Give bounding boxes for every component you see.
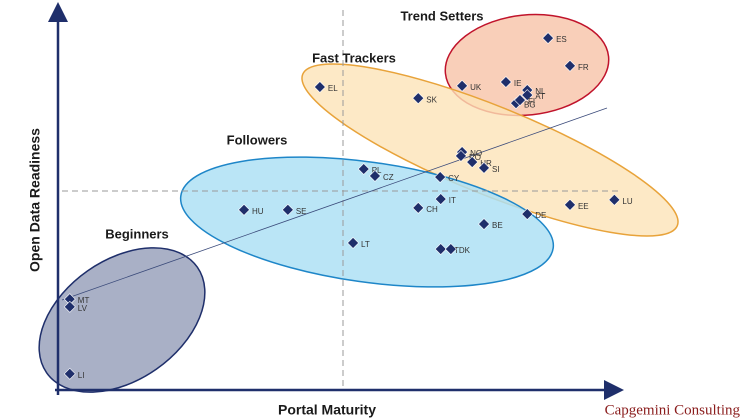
group-label: Trend Setters <box>400 8 483 23</box>
point-label: EL <box>328 84 338 93</box>
data-point <box>63 367 76 380</box>
data-point <box>444 243 457 256</box>
point-label: AT <box>535 92 545 101</box>
data-point <box>478 218 490 230</box>
x-axis-label: Portal Maturity <box>278 402 376 418</box>
group-label: Fast Trackers <box>312 50 396 65</box>
data-point <box>455 149 467 162</box>
data-point <box>238 203 250 216</box>
trend-line <box>61 107 608 301</box>
group-ellipse <box>38 247 206 393</box>
point-label: HU <box>252 207 264 216</box>
point-label: SK <box>426 95 437 104</box>
data-point <box>466 156 479 169</box>
data-point <box>412 92 425 105</box>
point-label: LV <box>78 304 88 313</box>
data-point <box>434 171 447 184</box>
point-label: FR <box>578 63 589 72</box>
data-point <box>521 89 534 102</box>
point-label: LI <box>78 371 85 380</box>
point-label: BG <box>524 100 536 109</box>
data-point <box>456 79 469 92</box>
point-label: CY <box>448 174 460 183</box>
data-point <box>313 81 326 93</box>
data-point <box>434 193 447 205</box>
y-axis-label: Open Data Readiness <box>27 128 43 272</box>
data-point <box>499 76 512 88</box>
point-label: SI <box>492 165 500 174</box>
point-label: CH <box>426 205 438 214</box>
data-point <box>564 198 576 211</box>
point-label: LU <box>622 197 632 206</box>
point-label: MT <box>78 296 90 305</box>
point-label: BE <box>492 221 503 230</box>
point-label: UK <box>470 83 482 92</box>
point-label: NL <box>535 87 546 96</box>
data-point <box>542 32 554 45</box>
source-logo: Capgemini Consulting <box>605 402 741 418</box>
point-label: HR <box>480 159 492 168</box>
point-label: RO <box>469 153 481 162</box>
point-label: CZ <box>383 173 394 182</box>
data-point <box>369 170 381 182</box>
data-point <box>412 201 425 214</box>
group-ellipse <box>179 156 555 288</box>
data-point <box>63 300 76 313</box>
point-label: NO <box>470 149 482 158</box>
data-point <box>521 208 534 220</box>
point-label: SE <box>296 207 307 216</box>
point-label: PL <box>372 166 382 175</box>
data-point <box>608 193 621 206</box>
group-ellipse <box>444 13 610 117</box>
point-label: DK <box>459 246 471 255</box>
data-point <box>434 243 447 256</box>
point-label: DE <box>535 211 546 220</box>
data-point <box>564 59 576 72</box>
point-label: IE <box>514 79 522 88</box>
data-point <box>281 203 294 216</box>
data-point <box>347 237 359 249</box>
group-label: Beginners <box>105 226 169 241</box>
data-point <box>357 163 370 175</box>
point-label: FI <box>528 97 535 106</box>
point-label: LT <box>361 240 370 249</box>
data-point <box>514 94 526 107</box>
point-label: EE <box>578 202 589 211</box>
group-label: Followers <box>227 132 288 147</box>
point-label: ES <box>556 35 567 44</box>
point-label: IT <box>449 196 456 205</box>
data-point <box>478 161 490 174</box>
